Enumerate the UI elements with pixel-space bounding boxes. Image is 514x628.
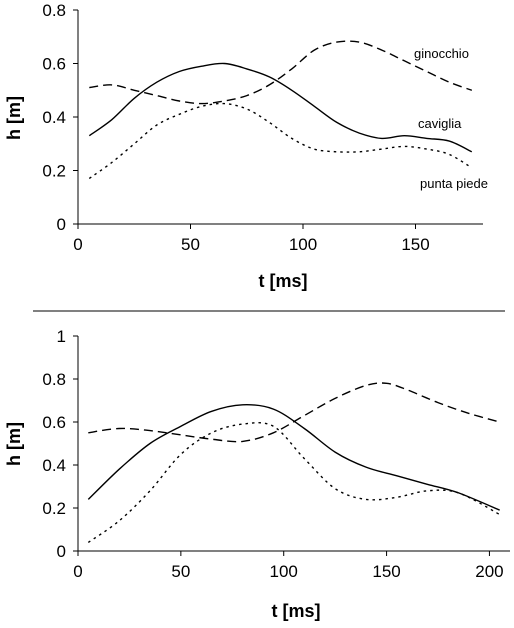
- bottom-xlabel: t [ms]: [272, 601, 321, 621]
- top-series-line-ginocchio: [89, 40, 473, 105]
- top-ytick-label: 0.4: [42, 108, 66, 127]
- bottom-ytick-label: 0.4: [42, 456, 66, 475]
- bottom-xtick-label: 200: [475, 562, 503, 581]
- top-series-group: [88, 40, 473, 180]
- top-ytick-label: 0.8: [42, 1, 66, 20]
- series-label-punta-piede: punta piede: [420, 176, 488, 191]
- bottom-series-line-solid: [87, 404, 500, 511]
- top-ytick-label: 0.6: [42, 55, 66, 74]
- bottom-xtick-label: 50: [171, 562, 190, 581]
- bottom-series-group: [87, 382, 501, 543]
- top-ylabel: h [m]: [4, 96, 24, 140]
- bottom-ytick-label: 0: [57, 542, 66, 561]
- top-ticks: 0 50 100 150 0 0.2 0.4 0.6 0.8: [42, 1, 429, 254]
- top-ytick-label: 0.2: [42, 162, 66, 181]
- top-xtick-label: 150: [401, 235, 429, 254]
- series-label-caviglia: caviglia: [418, 116, 462, 131]
- top-series-line-caviglia: [88, 62, 473, 153]
- top-xtick-label: 50: [181, 235, 200, 254]
- bottom-series-line-dotted: [87, 421, 501, 543]
- bottom-ytick-label: 0.6: [42, 413, 66, 432]
- bottom-xtick-label: 100: [270, 562, 298, 581]
- top-xlabel: t [ms]: [259, 271, 308, 291]
- top-xtick-label: 0: [73, 235, 82, 254]
- bottom-xtick-label: 150: [372, 562, 400, 581]
- bottom-ytick-label: 0.8: [42, 370, 66, 389]
- top-ytick-label: 0: [57, 215, 66, 234]
- bottom-ytick-label: 0.2: [42, 499, 66, 518]
- top-series-line-punta-piede: [88, 102, 473, 180]
- bottom-xtick-label: 0: [73, 562, 82, 581]
- bottom-series-line-long-dash: [88, 382, 500, 443]
- top-xtick-label: 100: [289, 235, 317, 254]
- top-panel: 0 50 100 150 0 0.2 0.4 0.6 0.8 t [ms] h [m] gino…: [4, 1, 488, 291]
- bottom-ylabel: h [m]: [4, 422, 24, 466]
- bottom-ytick-label: 1: [57, 327, 66, 346]
- bottom-ticks: 0 50 100 150 200 0 0.2 0.4 0.6 0.8 1: [42, 327, 503, 581]
- series-label-ginocchio: ginocchio: [414, 46, 469, 61]
- bottom-panel: 0 50 100 150 200 0 0.2 0.4 0.6 0.8 1 t [ms] h [m]: [4, 327, 510, 621]
